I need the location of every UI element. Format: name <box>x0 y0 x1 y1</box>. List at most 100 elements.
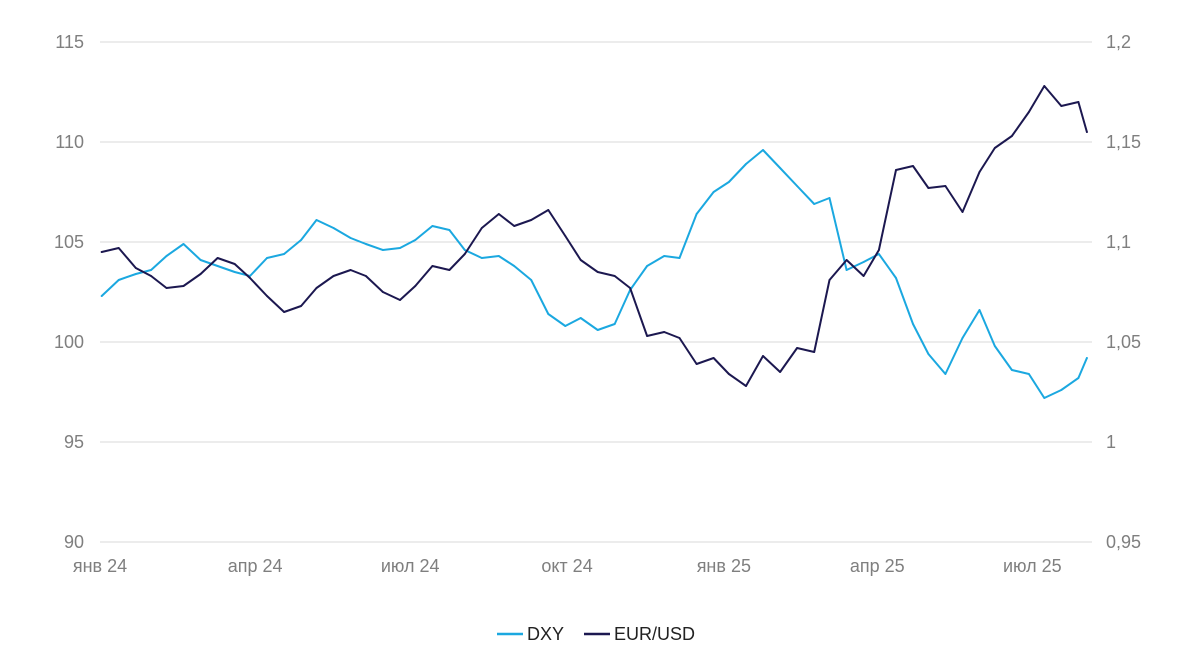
data-point <box>399 299 401 301</box>
legend-label: DXY <box>527 624 564 644</box>
x-axis-tick-label: апр 25 <box>850 556 905 576</box>
data-point <box>530 219 533 221</box>
data-point <box>382 249 384 251</box>
data-point <box>993 345 996 347</box>
data-point <box>117 279 120 281</box>
data-point <box>414 239 417 241</box>
data-point <box>663 331 666 333</box>
data-point <box>728 181 730 183</box>
data-point <box>813 351 816 353</box>
data-point <box>300 239 302 241</box>
data-point <box>199 273 202 275</box>
data-point <box>513 225 516 227</box>
data-point <box>283 253 285 255</box>
data-point <box>300 305 302 307</box>
data-point <box>912 165 914 167</box>
data-point <box>678 257 681 259</box>
left-axis-tick-label: 90 <box>64 532 84 552</box>
data-point <box>349 269 352 271</box>
gridlines <box>100 41 1092 543</box>
x-axis-tick-label: янв 24 <box>73 556 127 576</box>
data-point <box>613 323 616 325</box>
data-point <box>431 265 434 267</box>
data-point <box>117 247 120 249</box>
right-axis-tick-label: 1 <box>1106 432 1116 452</box>
data-point <box>332 275 335 277</box>
data-point <box>828 197 831 199</box>
data-point <box>912 323 914 325</box>
data-point <box>1028 111 1030 113</box>
data-point <box>165 255 168 257</box>
data-point <box>399 247 401 249</box>
data-point <box>216 265 219 267</box>
data-point <box>497 213 500 215</box>
data-point <box>564 325 567 327</box>
data-point <box>663 255 666 257</box>
left-axis-tick-label: 95 <box>64 432 84 452</box>
data-point <box>448 269 451 271</box>
data-point <box>1011 135 1013 137</box>
data-point <box>332 227 335 229</box>
series-line <box>100 85 1088 387</box>
data-point <box>695 363 698 365</box>
data-point <box>365 243 367 245</box>
right-axis-tick-label: 1,2 <box>1106 32 1131 52</box>
data-point <box>1043 85 1046 87</box>
data-point <box>596 271 599 273</box>
data-point <box>779 167 781 169</box>
data-point <box>249 277 251 279</box>
data-point <box>695 213 698 215</box>
data-point <box>497 255 500 257</box>
data-point <box>365 275 367 277</box>
data-point <box>216 257 219 259</box>
data-point <box>1060 389 1063 391</box>
left-axis-tick-label: 100 <box>54 332 84 352</box>
legend-item: EUR/USD <box>584 624 695 644</box>
data-point <box>448 229 451 231</box>
data-point <box>382 291 384 293</box>
data-point <box>596 329 599 331</box>
data-point <box>463 253 466 255</box>
data-point <box>845 269 848 271</box>
data-point <box>629 287 631 289</box>
data-point <box>150 269 153 271</box>
data-point <box>978 309 981 311</box>
x-axis-tick-label: апр 24 <box>228 556 283 576</box>
x-axis-tick-label: окт 24 <box>541 556 592 576</box>
data-point <box>315 219 318 221</box>
data-point <box>779 371 781 373</box>
data-point <box>978 171 981 173</box>
data-point <box>796 347 798 349</box>
data-point <box>961 211 964 213</box>
x-axis-tick-label: июл 24 <box>381 556 440 576</box>
data-point <box>712 357 715 359</box>
data-point <box>414 285 417 287</box>
series-lines <box>100 85 1088 399</box>
data-point <box>134 267 137 269</box>
data-point <box>613 275 616 277</box>
data-point <box>182 285 185 287</box>
data-point <box>233 263 236 265</box>
data-point <box>513 265 516 267</box>
data-point <box>745 163 747 165</box>
data-point <box>100 295 103 297</box>
right-axis-tick-label: 1,1 <box>1106 232 1131 252</box>
right-axis-tick-label: 1,05 <box>1106 332 1141 352</box>
right-axis-tick-labels: 0,95 1 1,05 1,1 1,15 1,2 <box>1106 32 1141 552</box>
data-point <box>862 275 865 277</box>
legend-label: EUR/USD <box>614 624 695 644</box>
data-point <box>150 275 153 277</box>
right-axis-tick-label: 1,15 <box>1106 132 1141 152</box>
data-point <box>199 259 202 261</box>
x-axis-tick-label: янв 25 <box>697 556 751 576</box>
data-point <box>100 251 103 253</box>
data-point <box>862 261 865 263</box>
data-point <box>944 185 947 187</box>
data-point <box>463 249 466 251</box>
data-point <box>165 287 168 289</box>
data-point <box>927 353 930 355</box>
data-point <box>1043 397 1046 399</box>
left-axis-tick-labels: 90 95 100 105 110 115 <box>54 32 84 552</box>
data-point <box>1077 377 1080 379</box>
data-point <box>728 373 730 375</box>
